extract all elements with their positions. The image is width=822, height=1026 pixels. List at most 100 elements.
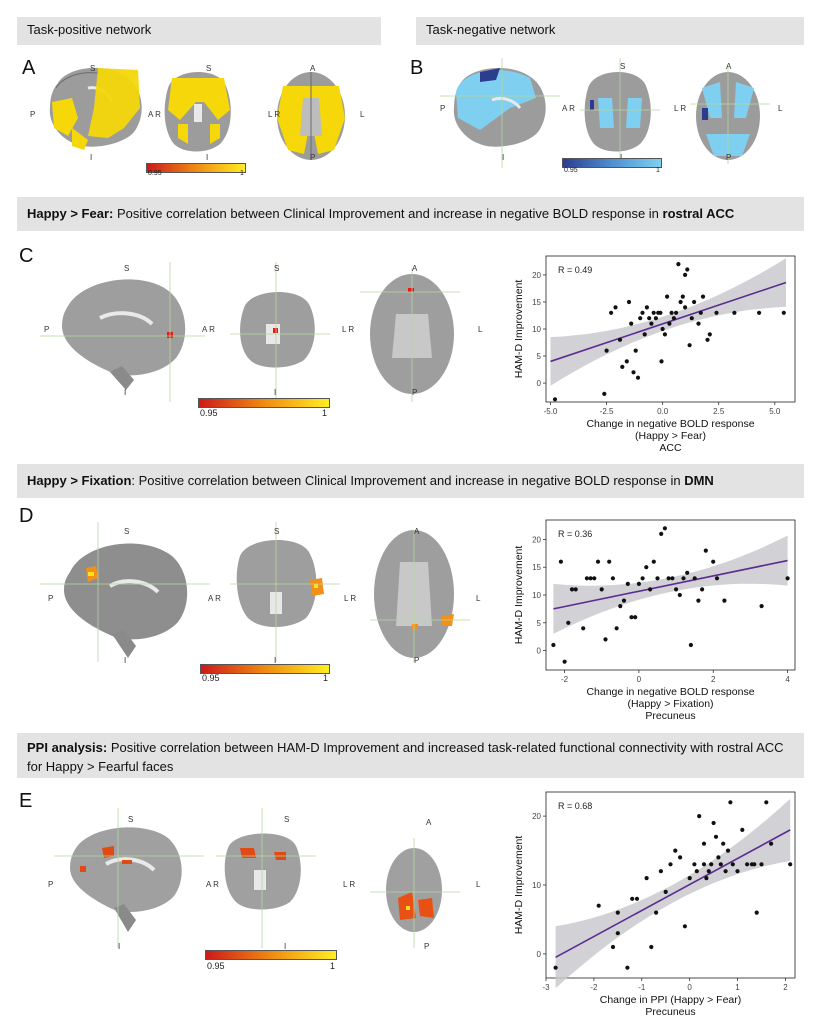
data-point	[662, 332, 667, 337]
fit-line	[553, 559, 788, 610]
axial-brain-d	[370, 530, 470, 662]
scatter-chart-d: -2 0 2 4 0 5 10 15 20 R = 0.36 Change in negative …	[513, 519, 796, 722]
data-point	[614, 626, 619, 631]
x-tick-label: -5.0	[544, 407, 558, 416]
orient-a-i2: I	[206, 153, 209, 162]
x-axis-label: Change in PPI (Happy > Fear)	[600, 994, 742, 1006]
data-point	[617, 337, 623, 342]
data-point	[700, 294, 706, 299]
orient-c-a: A	[412, 264, 418, 273]
data-point	[651, 310, 656, 315]
data-point	[709, 862, 714, 867]
data-point	[735, 869, 740, 874]
orient-e-i1: I	[118, 942, 121, 951]
orient-b-ar: A R	[562, 104, 575, 113]
orient-d-a: A	[414, 527, 420, 536]
data-point	[718, 862, 723, 867]
data-point	[721, 841, 726, 846]
data-point	[648, 587, 653, 592]
data-point	[692, 576, 697, 581]
data-point	[759, 862, 764, 867]
orient-e-i2: I	[284, 942, 287, 951]
data-point	[654, 910, 659, 915]
data-point	[683, 272, 688, 277]
orient-d-l: L	[476, 594, 481, 603]
orient-b-s: S	[620, 62, 626, 71]
x-tick-label: -2	[590, 983, 598, 992]
scatter-chart-c: -5.0 -2.5 0.0 2.5 5.0 0 5 10 15 20 R = 0.49 Change …	[513, 255, 796, 454]
panel-c-brain-views	[40, 262, 460, 402]
y-axis-label: HAM-D Improvement	[513, 836, 525, 935]
x-tick-label: 1	[735, 983, 740, 992]
data-point	[740, 827, 745, 832]
data-point	[634, 896, 640, 901]
x-tick-label: 2	[711, 675, 716, 684]
data-point	[640, 310, 645, 315]
orient-d-ar: A R	[208, 594, 221, 603]
data-point	[728, 800, 733, 805]
orient-b-i2: I	[620, 153, 622, 162]
data-point	[683, 305, 688, 310]
data-point	[553, 965, 558, 970]
y-tick-label: 10	[532, 591, 541, 600]
data-point	[682, 924, 687, 929]
orient-c-p: P	[44, 325, 50, 334]
data-point	[671, 316, 676, 321]
x-axis-label: Precuneus	[645, 710, 695, 722]
data-point	[610, 944, 616, 950]
orient-e-lr: L R	[343, 880, 356, 889]
data-point	[625, 965, 630, 970]
data-point	[687, 343, 692, 348]
coronal-brain-c	[230, 262, 330, 402]
data-point	[658, 869, 663, 874]
data-point	[644, 305, 649, 310]
data-point	[640, 576, 645, 581]
colorbar-b-max: 1	[656, 167, 660, 174]
x-axis-label: Precuneus	[645, 1006, 695, 1018]
data-point	[638, 316, 643, 321]
data-point	[703, 548, 708, 553]
y-tick-label: 5	[537, 619, 542, 628]
x-tick-label: 0.0	[657, 407, 669, 416]
orient-d-i2: I	[274, 656, 277, 665]
orient-a-ar: A R	[148, 110, 161, 119]
data-point	[631, 370, 636, 375]
x-axis-label: Change in negative BOLD response	[586, 418, 754, 430]
banner-c: Happy > Fear: Positive correlation betwe…	[17, 197, 804, 231]
r-annotation: R = 0.68	[558, 801, 592, 811]
data-point	[674, 310, 679, 315]
data-point	[584, 576, 589, 581]
data-point	[754, 910, 759, 915]
banner-e-bold: PPI analysis:	[27, 740, 108, 755]
x-tick-label: -1	[638, 983, 646, 992]
data-point	[659, 359, 664, 364]
data-point	[725, 848, 731, 853]
data-point	[705, 337, 710, 342]
banner-d-bold: Happy > Fixation	[27, 473, 132, 488]
data-point	[711, 820, 716, 826]
x-tick-label: 0	[687, 983, 692, 992]
sagittal-brain-a	[49, 67, 142, 150]
sagittal-brain-d	[40, 522, 210, 662]
orient-a-p: P	[30, 110, 36, 119]
panel-d-brain-views	[40, 522, 470, 662]
x-tick-label: 2.5	[713, 407, 725, 416]
data-point	[604, 348, 609, 353]
axial-brain-a	[277, 72, 345, 160]
orient-c-ar: A R	[202, 325, 215, 334]
orient-a-s1: S	[90, 64, 96, 73]
data-point	[769, 841, 774, 846]
data-point	[659, 531, 664, 536]
panel-a-brain-views	[49, 67, 345, 160]
data-point	[649, 944, 654, 950]
y-tick-label: 10	[532, 325, 541, 334]
data-point	[701, 841, 707, 846]
orient-c-i1: I	[124, 388, 127, 397]
colorbar-a-max: 1	[240, 170, 244, 177]
data-point	[602, 391, 607, 396]
data-point	[665, 294, 670, 299]
data-point	[610, 576, 615, 581]
banner-d-bold2: DMN	[684, 473, 714, 488]
data-point	[573, 587, 578, 592]
